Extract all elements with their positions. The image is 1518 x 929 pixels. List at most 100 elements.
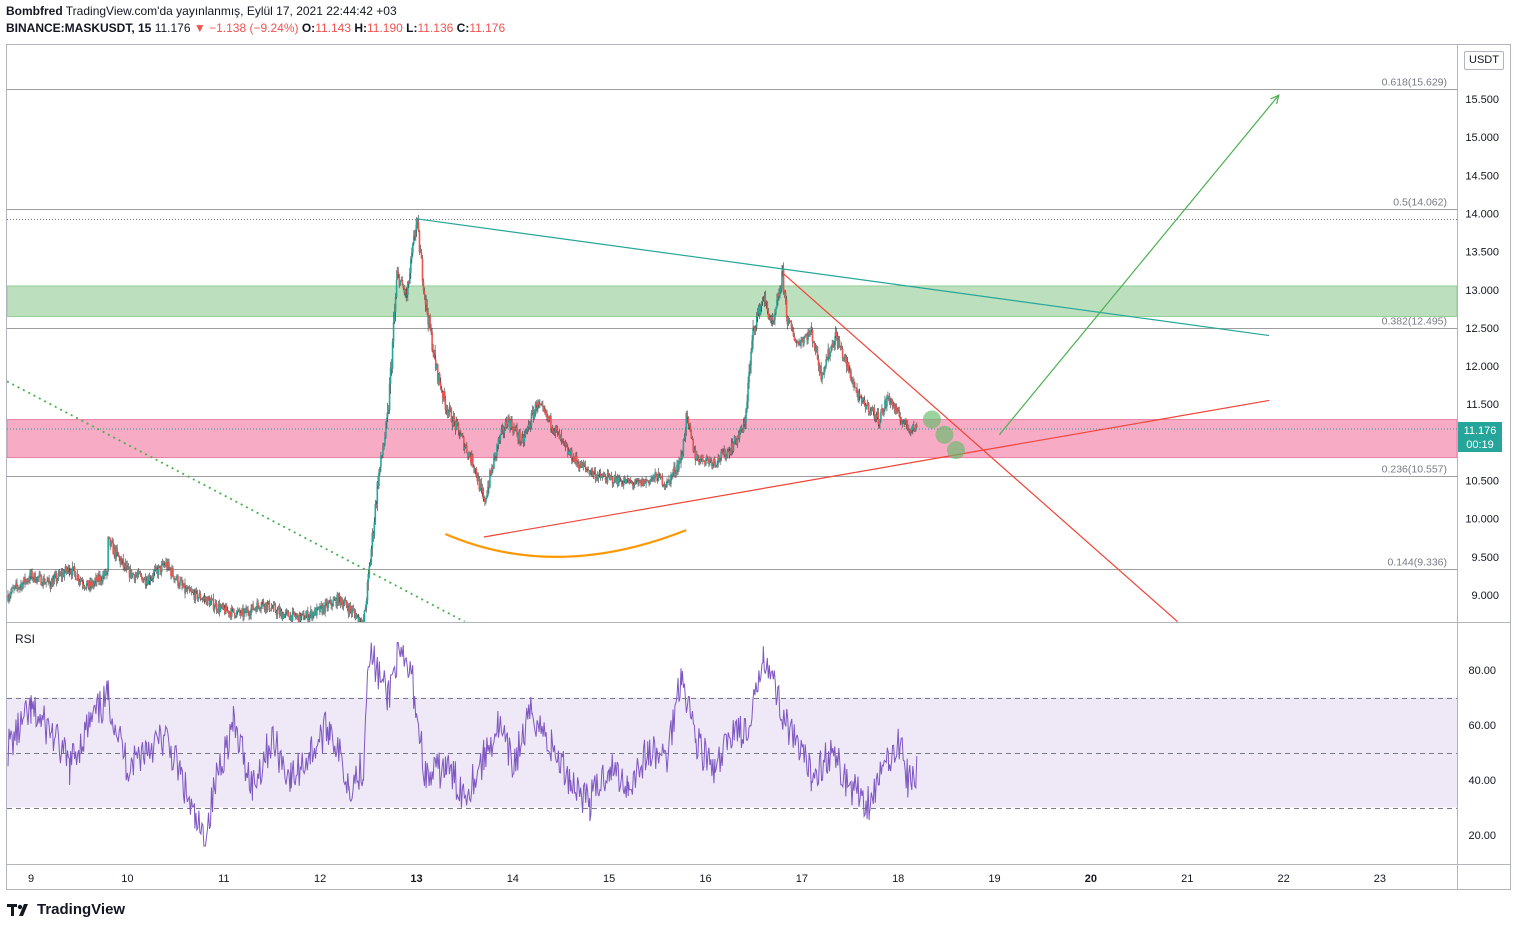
candle-body (360, 623, 362, 626)
candle-body (729, 451, 732, 455)
candle-body (692, 438, 695, 452)
candle-body (882, 408, 884, 415)
author-name[interactable]: Bombfred (6, 4, 63, 18)
fib-label-4: 0.144(9.336) (1387, 557, 1447, 569)
candle-body (73, 566, 76, 573)
candle-body (187, 587, 190, 589)
candle-body (499, 434, 502, 441)
time-tick-label: 12 (314, 873, 326, 885)
open-value: 11.143 (315, 21, 351, 35)
time-tick-label: 23 (1374, 873, 1386, 885)
candle-body (767, 310, 770, 319)
candle-body (352, 609, 355, 611)
candle-body (755, 316, 758, 328)
candle-body (777, 294, 779, 300)
candle-body (453, 416, 456, 422)
candle-body (834, 331, 837, 337)
price-change: −1.138 (−9.24%) (209, 21, 299, 35)
candle-body (814, 348, 817, 353)
candle-body (71, 566, 74, 576)
candle-body (726, 451, 728, 456)
candle-body (638, 481, 640, 483)
candle-body (34, 573, 36, 583)
candle-body (243, 611, 245, 617)
time-tick-label: 21 (1181, 873, 1193, 885)
candle-body (890, 400, 893, 402)
candle-body (345, 600, 348, 606)
candle-body (203, 597, 206, 600)
candle-body (650, 479, 652, 481)
current-price-tag: 11.176 00:19 (1458, 422, 1502, 452)
candle-body (462, 435, 464, 438)
candle-body (486, 495, 488, 499)
candle-body (91, 581, 93, 587)
candle-body (801, 339, 803, 340)
candle-body (492, 467, 494, 469)
candle-body (246, 609, 248, 613)
candle-body (442, 391, 445, 398)
candle-body (355, 615, 358, 619)
candle-body (646, 479, 648, 482)
candle-body (630, 480, 632, 482)
candle-body (642, 479, 644, 487)
candle-body (24, 576, 26, 583)
candle-body (432, 350, 434, 354)
candle-body (778, 294, 780, 297)
candle-body (624, 479, 626, 482)
candle-body (648, 480, 650, 484)
candle-body (668, 479, 670, 481)
candle-body (695, 459, 697, 461)
candle-body (753, 326, 756, 330)
candle-body (616, 477, 619, 484)
candle-body (401, 279, 404, 286)
candle-body (414, 235, 416, 237)
candle-body (93, 583, 95, 586)
candle-body (45, 581, 47, 583)
candle-body (866, 402, 869, 406)
candle-body (435, 364, 438, 369)
candle-body (309, 614, 311, 618)
symbol-label[interactable]: BINANCE:MASKUSDT, 15 (6, 21, 152, 35)
candle-body (676, 464, 678, 473)
candle-body (536, 407, 538, 411)
candle-body (683, 437, 686, 440)
last-price: 11.176 (154, 21, 191, 35)
candle-body (471, 454, 473, 463)
tradingview-brand[interactable]: TradingView (7, 901, 125, 918)
candle-body (588, 470, 591, 475)
candle-body (386, 417, 388, 423)
currency-selector[interactable]: USDT (1464, 51, 1504, 70)
candle-body (575, 455, 577, 462)
candle-body (107, 536, 109, 569)
candle-body (902, 422, 905, 424)
candle-body (567, 447, 569, 455)
candle-body (611, 476, 614, 484)
candle-body (183, 583, 185, 588)
candle-body (855, 387, 857, 389)
candle-body (673, 466, 675, 473)
fib-label-1: 0.5(14.062) (1393, 197, 1447, 209)
candle-body (813, 343, 816, 349)
price-tick-label: 13.500 (1465, 247, 1499, 259)
candle-body (908, 428, 910, 430)
price-pane[interactable]: 0.618(15.629) 0.5(14.062) 0.382(12.495) 0.2… (7, 77, 1457, 632)
candle-body (806, 335, 808, 341)
close-value: 11.176 (469, 21, 506, 35)
candle-body (437, 373, 440, 381)
candle-body (698, 458, 700, 462)
rsi-pane[interactable] (7, 642, 1457, 847)
candle-body (591, 469, 594, 475)
candle-body (470, 456, 472, 463)
candle-body (655, 472, 657, 476)
candle-body (555, 426, 558, 430)
candle-body (847, 361, 850, 372)
candle-body (865, 405, 868, 410)
candle-body (229, 612, 232, 617)
candle-body (496, 445, 498, 457)
candle-body (131, 573, 134, 577)
candle-body (497, 438, 500, 446)
candle-body (551, 428, 554, 432)
candle-body (434, 349, 436, 360)
candle-body (165, 561, 167, 566)
